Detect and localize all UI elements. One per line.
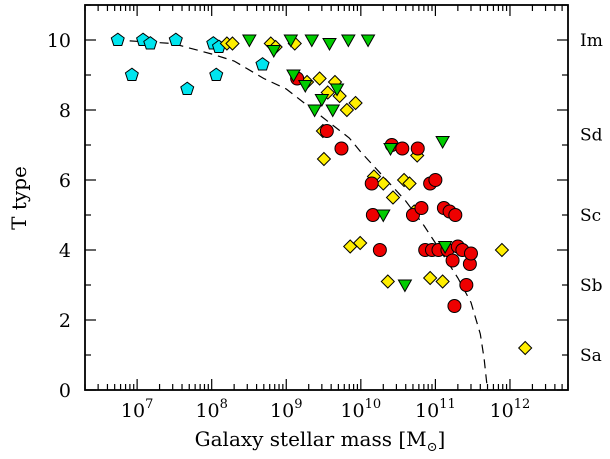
data-point-circle xyxy=(445,253,460,268)
data-point-diamond xyxy=(316,151,332,167)
data-point-triangle xyxy=(383,143,398,157)
data-point-triangle xyxy=(437,241,453,255)
data-point-diamond xyxy=(494,242,510,258)
x-axis-label-close: ] xyxy=(438,427,446,451)
data-point-diamond xyxy=(380,274,396,289)
data-point-diamond xyxy=(422,270,438,286)
x-axis-label-subscript: ⊙ xyxy=(427,440,438,455)
data-point-circle xyxy=(364,176,379,191)
data-point-triangle xyxy=(297,80,313,94)
data-point-circle xyxy=(463,246,478,261)
x-tick-label: 107 xyxy=(121,397,153,422)
data-point-circle xyxy=(447,299,462,313)
data-point-triangle xyxy=(397,279,413,293)
data-point-diamond xyxy=(348,95,363,111)
x-tick-label: 1012 xyxy=(490,397,531,422)
data-point-circle xyxy=(334,141,349,156)
y-tick-label: 4 xyxy=(59,240,71,262)
data-point-triangle xyxy=(304,34,320,48)
data-point-diamond xyxy=(312,71,327,86)
y-tick-label: 0 xyxy=(59,380,71,402)
data-point-pentagon xyxy=(168,32,183,46)
plot-frame xyxy=(84,4,569,391)
data-point-circle xyxy=(372,243,387,257)
right-axis-label: Im xyxy=(580,31,603,51)
right-axis-label: Sa xyxy=(580,346,602,366)
y-tick-label: 2 xyxy=(59,310,71,332)
data-point-triangle xyxy=(360,34,376,48)
data-point-circle xyxy=(410,141,425,156)
data-point-triangle xyxy=(325,104,341,118)
data-point-circle xyxy=(448,208,463,222)
y-tick-label: 8 xyxy=(59,100,71,122)
x-tick-label: 108 xyxy=(195,397,227,422)
data-point-triangle xyxy=(375,209,391,223)
data-point-pentagon xyxy=(180,81,195,95)
data-point-diamond xyxy=(402,176,417,191)
data-point-triangle xyxy=(266,45,282,59)
x-axis-label-main: Galaxy stellar mass [M xyxy=(195,427,427,451)
x-tick-label: 1010 xyxy=(340,397,381,422)
data-point-diamond xyxy=(435,274,450,289)
data-point-diamond xyxy=(517,340,533,356)
y-tick-label: 6 xyxy=(59,170,71,192)
right-axis-label: Sc xyxy=(580,206,601,226)
data-point-diamond xyxy=(376,176,391,191)
right-axis-label: Sd xyxy=(580,126,603,146)
right-axis-label: Sb xyxy=(580,276,603,296)
data-point-pentagon xyxy=(255,57,270,71)
x-tick-label: 109 xyxy=(270,397,302,422)
x-axis-label: Galaxy stellar mass [M⊙] xyxy=(195,427,446,455)
data-point-triangle xyxy=(322,38,337,52)
data-point-triangle xyxy=(307,104,322,118)
data-point-pentagon xyxy=(124,67,139,81)
data-point-circle xyxy=(395,141,410,156)
y-axis-label: T type xyxy=(7,166,31,230)
data-point-diamond xyxy=(225,36,240,51)
data-point-circle xyxy=(414,201,429,215)
data-point-circle xyxy=(428,173,443,187)
data-point-triangle xyxy=(286,69,301,83)
data-point-triangle xyxy=(242,34,257,48)
data-point-diamond xyxy=(385,190,401,205)
data-point-triangle xyxy=(314,94,330,108)
data-point-triangle xyxy=(329,83,345,97)
data-point-triangle xyxy=(283,34,299,48)
data-point-pentagon xyxy=(110,32,125,46)
data-point-diamond xyxy=(339,102,355,118)
data-point-diamond xyxy=(352,235,368,251)
data-point-triangle xyxy=(435,136,450,150)
data-point-pentagon xyxy=(209,67,224,81)
data-point-circle xyxy=(319,124,334,138)
data-point-circle xyxy=(459,278,474,292)
trend-curve xyxy=(114,39,489,391)
y-tick-label: 10 xyxy=(47,30,71,52)
x-tick-label: 1011 xyxy=(415,397,456,422)
data-point-pentagon xyxy=(143,36,158,50)
data-point-triangle xyxy=(340,34,356,48)
